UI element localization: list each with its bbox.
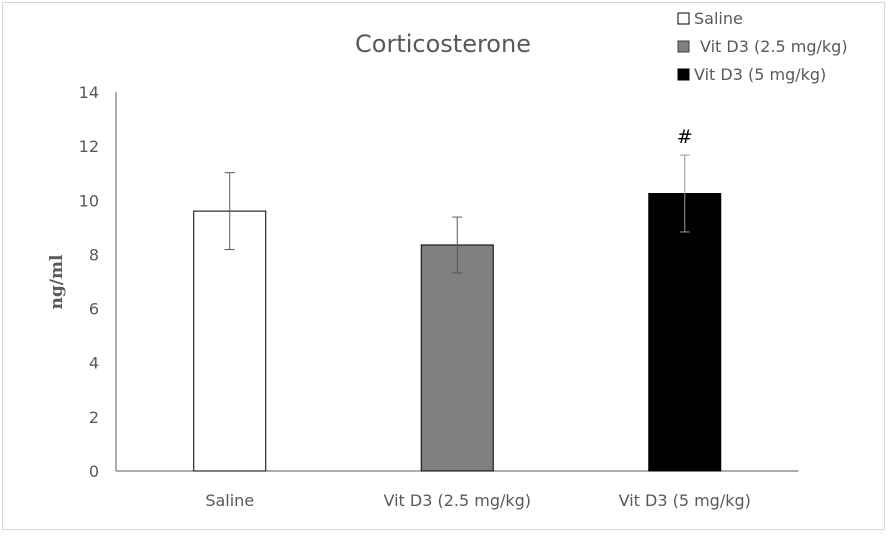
legend-swatch: [677, 68, 690, 81]
bar: [193, 210, 267, 472]
y-tick-label: 14: [79, 83, 99, 102]
bar: [420, 244, 494, 472]
legend-swatch: [677, 12, 690, 25]
y-axis-label: ng/ml: [47, 254, 67, 309]
y-tick-label: 0: [89, 462, 99, 481]
y-tick-label: 6: [89, 300, 99, 319]
x-tick-label: Vit D3 (5 mg/kg): [619, 491, 751, 510]
chart-title: Corticosterone: [355, 30, 531, 58]
y-tick-label: 2: [89, 408, 99, 427]
x-tick-label: Saline: [205, 491, 254, 510]
x-tick-label: Vit D3 (2.5 mg/kg): [383, 491, 531, 510]
significance-annotation: #: [677, 126, 693, 148]
bar: [648, 193, 722, 472]
y-tick-label: 8: [89, 245, 99, 264]
y-tick-label: 12: [79, 137, 99, 156]
legend-entry: Vit D3 (2.5 mg/kg): [700, 37, 848, 56]
legend-swatch: [677, 40, 690, 53]
y-tick-label: 4: [89, 354, 99, 373]
legend-entry: Vit D3 (5 mg/kg): [694, 65, 826, 84]
legend-entry: Saline: [694, 9, 743, 28]
y-tick-label: 10: [79, 191, 99, 210]
